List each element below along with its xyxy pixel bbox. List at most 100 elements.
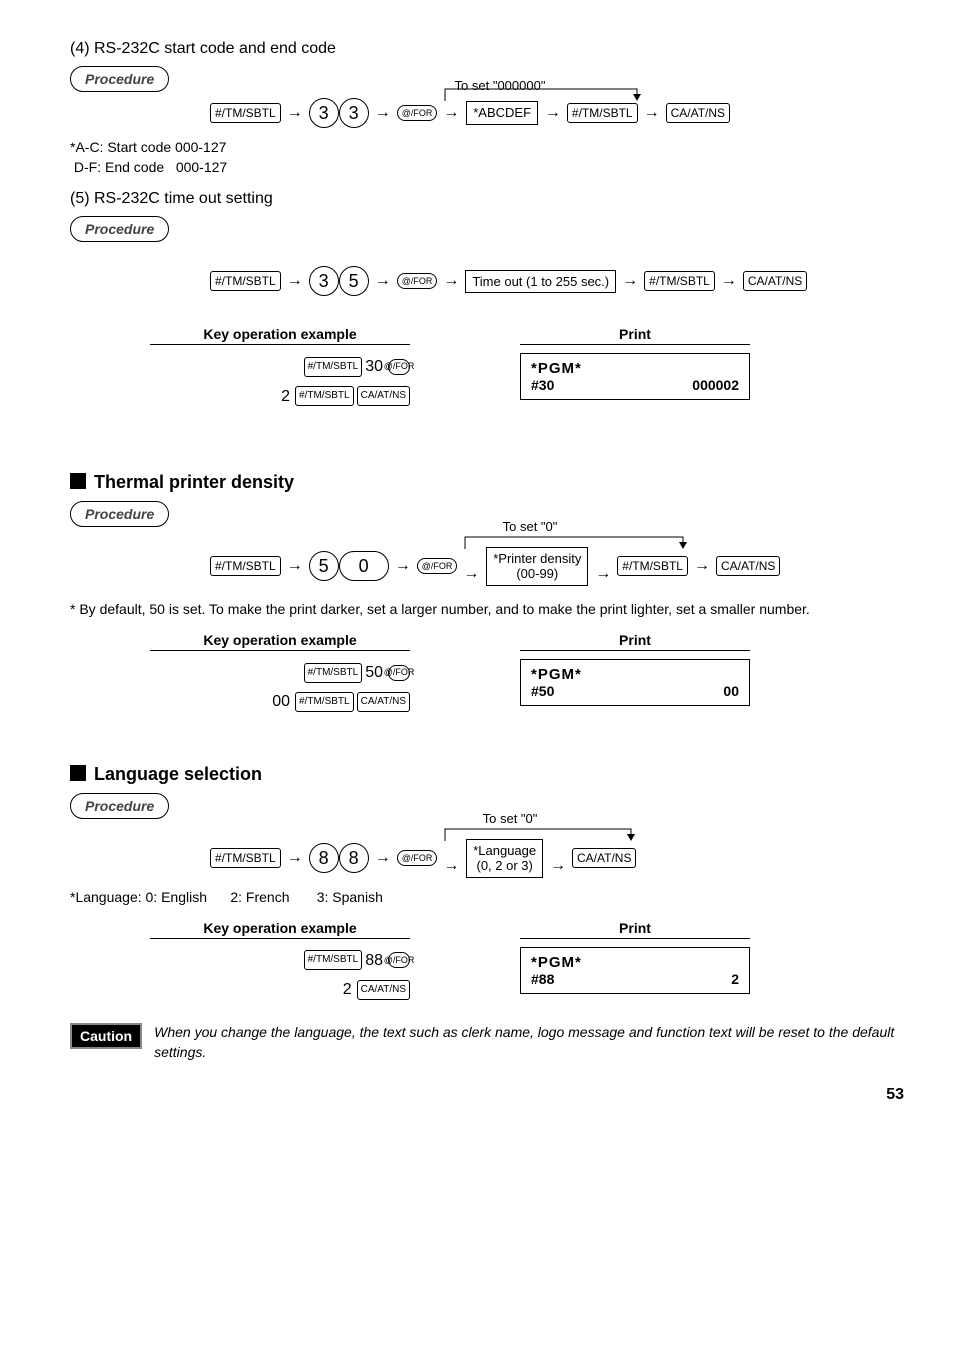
example-print-header: Print (520, 632, 750, 651)
key-digit-3: 3 (309, 266, 339, 296)
example-language: Key operation example #/TM/SBTL 88 @/FOR… (150, 920, 904, 1005)
textbox-timeout: Time out (1 to 255 sec.) (465, 270, 616, 294)
arrow-icon: → (443, 104, 459, 121)
arrow-icon: → (463, 565, 479, 582)
key-tmsbtl: #/TM/SBTL (617, 556, 688, 576)
section-title-rs232c-code: (4) RS-232C start code and end code (70, 40, 904, 58)
arrow-icon: → (622, 273, 638, 289)
key-digit-8b: 8 (339, 843, 369, 873)
textbox-printer-density: *Printer density (00-99) (486, 547, 588, 586)
note-thermal: * By default, 50 is set. To make the pri… (70, 600, 904, 618)
section-title-rs232c-timeout: (5) RS-232C time out setting (70, 190, 904, 208)
arrow-icon: → (287, 850, 303, 866)
bypass-arc-icon (439, 821, 639, 841)
textbox-language: *Language (0, 2 or 3) (466, 839, 543, 878)
bypass-arc-icon (459, 529, 691, 549)
example-print-header: Print (520, 920, 750, 939)
keyop-number: 00 (272, 688, 290, 715)
textbox-line: (0, 2 or 3) (476, 858, 532, 873)
example-key-header: Key operation example (150, 632, 410, 651)
arrow-icon: → (287, 558, 303, 574)
flow-rs232c-timeout: #/TM/SBTL → 3 5 → @/FOR → Time out (1 to… (210, 266, 904, 296)
arrow-icon: → (644, 105, 660, 121)
caution-block: Caution When you change the language, th… (70, 1023, 904, 1062)
keyop-number: 30 (365, 353, 383, 380)
key-tmsbtl-small: #/TM/SBTL (304, 950, 363, 970)
key-for-small: @/FOR (388, 665, 410, 681)
arrow-icon: → (395, 558, 411, 574)
print-code: #50 (531, 683, 554, 699)
print-code: #88 (531, 971, 554, 987)
key-caatns: CA/AT/NS (666, 103, 730, 123)
bullet-icon (70, 765, 86, 781)
print-label: *PGM* (531, 666, 739, 683)
print-label: *PGM* (531, 360, 739, 377)
key-caatns: CA/AT/NS (716, 556, 780, 576)
textbox-abcdef: *ABCDEF (466, 101, 538, 125)
key-digit-8: 8 (309, 843, 339, 873)
textbox-line: *Printer density (493, 551, 581, 566)
note-rs232c-code: *A-C: Start code 000-127 D-F: End code 0… (70, 138, 904, 176)
key-digit-3b: 3 (339, 98, 369, 128)
arrow-icon: → (443, 857, 459, 874)
keyop-number: 2 (281, 383, 290, 410)
flow-language: #/TM/SBTL → 8 8 → @/FOR → *Language (0, … (210, 839, 904, 878)
keyop-number: 2 (343, 976, 352, 1003)
print-label: *PGM* (531, 954, 739, 971)
arrow-icon: → (550, 857, 566, 874)
keyop-number: 50 (365, 659, 383, 686)
key-for: @/FOR (397, 850, 438, 866)
print-value: 00 (723, 683, 739, 699)
section-title-thermal: Thermal printer density (70, 472, 904, 493)
keyop-line: #/TM/SBTL 88 @/FOR (150, 947, 410, 974)
key-tmsbtl: #/TM/SBTL (210, 848, 281, 868)
bullet-icon (70, 473, 86, 489)
key-caatns: CA/AT/NS (572, 848, 636, 868)
procedure-badge: Procedure (70, 793, 169, 819)
key-tmsbtl: #/TM/SBTL (210, 556, 281, 576)
key-tmsbtl-small: #/TM/SBTL (304, 357, 363, 377)
key-digit-0: 0 (339, 551, 389, 581)
key-for: @/FOR (397, 105, 438, 121)
textbox-line: (00-99) (516, 566, 558, 581)
arrow-icon: → (721, 273, 737, 289)
example-key-header: Key operation example (150, 920, 410, 939)
arrow-icon: → (375, 105, 391, 121)
keyop-line: 2 CA/AT/NS (150, 976, 410, 1003)
key-tmsbtl: #/TM/SBTL (210, 271, 281, 291)
key-tmsbtl-small: #/TM/SBTL (304, 663, 363, 683)
section-title-language: Language selection (70, 764, 904, 785)
print-box: *PGM* #50 00 (520, 659, 750, 706)
print-box: *PGM* #30 000002 (520, 353, 750, 400)
caution-text: When you change the language, the text s… (154, 1023, 904, 1062)
key-for-small: @/FOR (388, 952, 410, 968)
key-digit-5: 5 (309, 551, 339, 581)
key-tmsbtl: #/TM/SBTL (210, 103, 281, 123)
print-value: 2 (731, 971, 739, 987)
print-value: 000002 (692, 377, 739, 393)
key-caatns-small: CA/AT/NS (357, 386, 410, 406)
key-for: @/FOR (417, 558, 458, 574)
key-tmsbtl: #/TM/SBTL (567, 103, 638, 123)
key-caatns-small: CA/AT/NS (357, 692, 410, 712)
example-rs232c-timeout: Key operation example #/TM/SBTL 30 @/FOR… (150, 326, 904, 411)
key-caatns-small: CA/AT/NS (357, 980, 410, 1000)
procedure-badge: Procedure (70, 66, 169, 92)
key-tmsbtl-small: #/TM/SBTL (295, 386, 354, 406)
key-digit-5: 5 (339, 266, 369, 296)
print-box: *PGM* #88 2 (520, 947, 750, 994)
key-tmsbtl: #/TM/SBTL (644, 271, 715, 291)
example-thermal: Key operation example #/TM/SBTL 50 @/FOR… (150, 632, 904, 717)
keyop-line: 2 #/TM/SBTL CA/AT/NS (150, 383, 410, 410)
note-line: *A-C: Start code 000-127 (70, 138, 904, 156)
flow-thermal: #/TM/SBTL → 5 0 → @/FOR → *Printer densi… (210, 547, 904, 586)
arrow-icon: → (287, 273, 303, 289)
key-for: @/FOR (397, 273, 438, 289)
note-language: *Language: 0: English 2: French 3: Spani… (70, 888, 904, 906)
keyop-line: #/TM/SBTL 30 @/FOR (150, 353, 410, 380)
keyop-line: #/TM/SBTL 50 @/FOR (150, 659, 410, 686)
arrow-icon: → (375, 273, 391, 289)
caution-badge: Caution (70, 1023, 142, 1049)
key-digit-3: 3 (309, 98, 339, 128)
section-title-text: Thermal printer density (94, 472, 294, 492)
